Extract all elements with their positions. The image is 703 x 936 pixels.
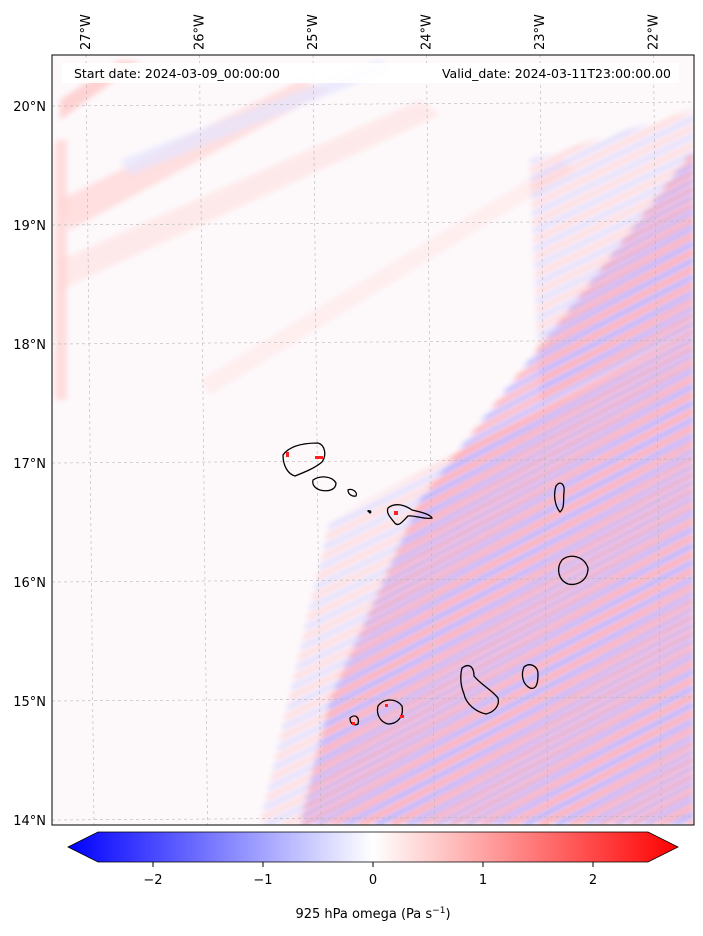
- colorbar-label-main: 925 hPa omega (Pa s: [295, 907, 432, 922]
- parallel-line: [51, 101, 695, 107]
- date-info-strip: Start date: 2024-03-09_00:00:00 Valid_da…: [62, 63, 679, 83]
- parallel-line: [51, 220, 695, 226]
- island-hotspots: [286, 452, 404, 725]
- parallel-line: [51, 339, 695, 345]
- lat-tick-label: 20°N: [13, 100, 46, 115]
- parallel-line: [51, 458, 695, 464]
- colorbar-tick-label: 0: [369, 873, 377, 888]
- meridian-line: [653, 54, 662, 826]
- lat-axis: 20°N 19°N 18°N 17°N 16°N 15°N 14°N: [13, 100, 46, 829]
- lon-tick-label: 23°W: [533, 14, 548, 50]
- meridian-line: [539, 54, 549, 826]
- lon-tick-label: 24°W: [420, 14, 435, 50]
- colorbar-tick-label: −2: [143, 873, 162, 888]
- coast-sao-vicente: [312, 476, 337, 492]
- coast-maio: [521, 664, 539, 690]
- coast-branco: [366, 510, 372, 514]
- coast-fogo: [376, 699, 404, 725]
- coast-sal: [553, 482, 565, 513]
- colorbar: −2 −1 0 1 2 925 hPa omega (Pa s−1): [67, 831, 679, 922]
- colorbar-label: 925 hPa omega (Pa s−1): [295, 906, 450, 922]
- lon-axis: 27°W 26°W 25°W 24°W 23°W 22°W: [79, 14, 662, 50]
- lon-tick-label: 26°W: [193, 14, 208, 50]
- parallel-line: [51, 696, 695, 702]
- meridian-line: [426, 54, 435, 826]
- coast-santiago: [460, 664, 500, 715]
- lat-tick-label: 17°N: [13, 457, 46, 472]
- map-frame: [51, 54, 695, 826]
- lat-tick-label: 16°N: [13, 576, 46, 591]
- lon-tick-label: 27°W: [79, 14, 94, 50]
- lat-tick-label: 15°N: [13, 695, 46, 710]
- coastlines: [282, 442, 589, 726]
- grid-lines: [51, 54, 695, 826]
- coast-santa-luzia: [347, 488, 358, 497]
- parallel-line: [51, 577, 695, 583]
- parallel-line: [51, 815, 695, 821]
- lon-tick-label: 22°W: [647, 14, 662, 50]
- colorbar-tick-label: 2: [589, 873, 597, 888]
- meridian-line: [312, 54, 322, 826]
- colorbar-label-end: ): [445, 907, 450, 922]
- coast-boa-vista: [557, 555, 589, 586]
- coast-brava: [349, 715, 360, 726]
- lon-tick-label: 25°W: [306, 14, 321, 50]
- colorbar-tick-label: 1: [479, 873, 487, 888]
- colorbar-ticks: −2 −1 0 1 2: [143, 862, 597, 888]
- lat-tick-label: 19°N: [13, 219, 46, 234]
- valid-date-text: Valid_date: 2024-03-11T23:00:00.00: [442, 66, 671, 81]
- start-date-text: Start date: 2024-03-09_00:00:00: [74, 66, 280, 81]
- colorbar-label-sup: −1: [432, 906, 445, 916]
- colorbar-tick-label: −1: [253, 873, 272, 888]
- colorbar-body: [67, 831, 679, 863]
- coast-santo-antao: [282, 442, 326, 477]
- lat-tick-label: 14°N: [13, 814, 46, 829]
- meridian-line: [199, 54, 208, 826]
- lat-tick-label: 18°N: [13, 338, 46, 353]
- meridian-line: [85, 54, 95, 826]
- coast-sao-nicolau: [386, 504, 433, 526]
- omega-field: [52, 55, 694, 825]
